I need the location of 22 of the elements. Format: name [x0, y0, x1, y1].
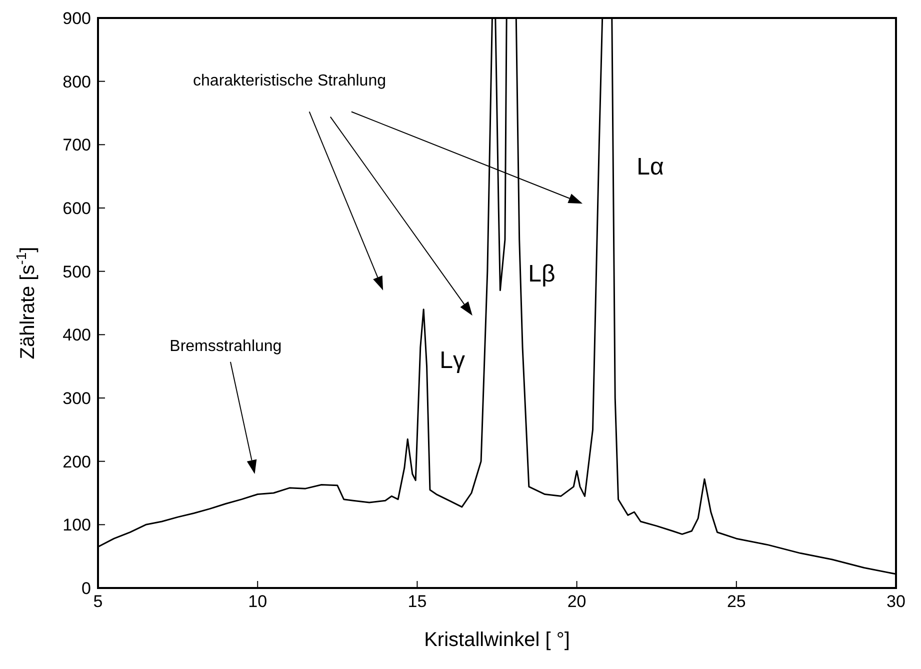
y-tick-label: 0 [82, 579, 91, 598]
x-tick-label: 20 [567, 592, 586, 612]
y-tick-label: 800 [62, 72, 91, 92]
y-tick-label: 100 [62, 516, 91, 535]
x-axis-title: Kristallwinkel [ °] [424, 629, 570, 651]
y-tick-label: 500 [62, 262, 91, 282]
y-tick-label: 700 [62, 136, 91, 155]
y-tick-label: 400 [62, 326, 91, 345]
x-tick-label: 10 [248, 592, 268, 612]
y-tick-label: 300 [62, 389, 91, 408]
annotation: charakteristische Strahlung [193, 72, 386, 90]
x-tick-label: 25 [726, 592, 746, 612]
x-tick-label: 30 [886, 592, 906, 612]
annotation: Bremsstrahlung [170, 338, 282, 355]
y-tick-label: 200 [62, 452, 91, 472]
y-tick-label: 900 [62, 9, 91, 28]
annotation: Lβ [528, 260, 556, 288]
x-tick-label: 5 [93, 592, 103, 612]
y-tick-label: 600 [62, 199, 91, 218]
x-tick-label: 15 [408, 592, 427, 612]
annotation: Lγ [440, 347, 465, 374]
annotation: Lα [636, 153, 664, 180]
